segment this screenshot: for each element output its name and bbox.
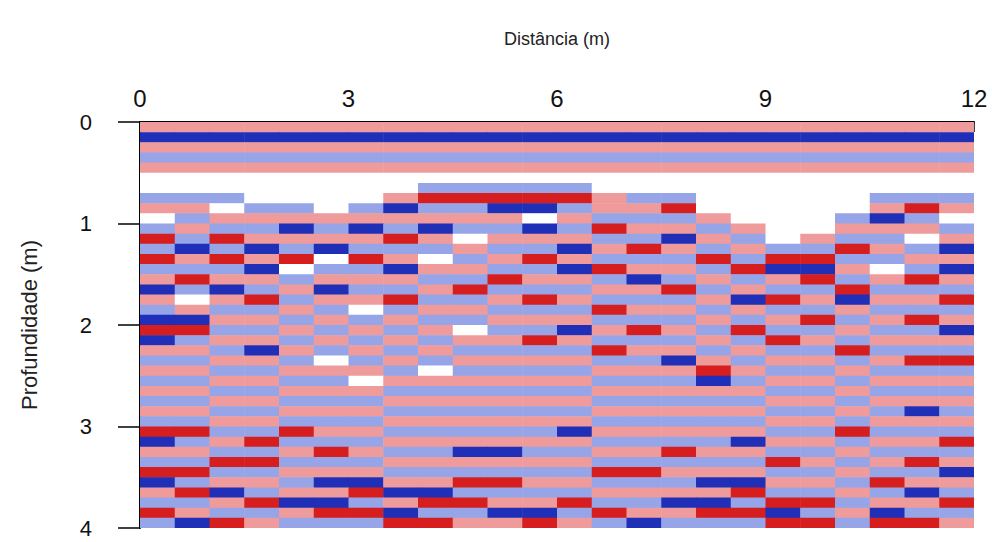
svg-text:3: 3 — [342, 85, 355, 112]
svg-text:3: 3 — [80, 414, 92, 439]
svg-text:0: 0 — [133, 85, 146, 112]
svg-text:12: 12 — [961, 85, 988, 112]
svg-text:4: 4 — [80, 516, 92, 541]
svg-text:9: 9 — [759, 85, 772, 112]
svg-text:Distância (m): Distância (m) — [504, 29, 610, 49]
svg-text:6: 6 — [550, 85, 563, 112]
svg-text:1: 1 — [80, 211, 92, 236]
svg-text:Profundidade (m): Profundidade (m) — [17, 240, 42, 410]
svg-text:0: 0 — [80, 110, 92, 135]
svg-text:2: 2 — [80, 313, 92, 338]
